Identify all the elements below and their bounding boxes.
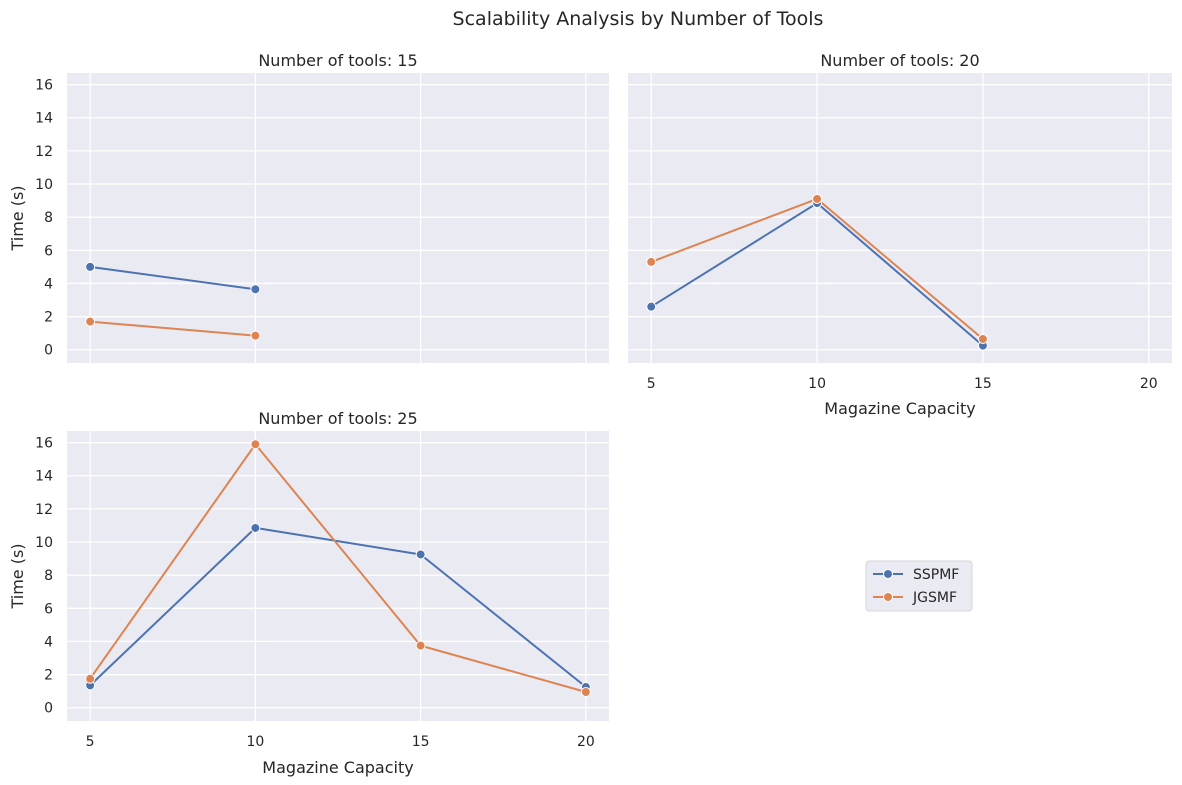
y-tick-label: 6 [44,601,53,617]
subplot-title: Number of tools: 20 [820,51,979,70]
subplot-tools-20: 5 10 15 20 Number of tools: 20 Magazine Cap… [628,51,1172,418]
data-point-jgsmf [85,673,96,684]
data-point-sspmf [85,261,96,272]
data-point-jgsmf [646,256,657,267]
data-point-jgsmf [580,687,591,697]
x-tick-label: 10 [246,734,264,750]
series-lines [89,443,587,693]
figure-suptitle: Scalability Analysis by Number of Tools [453,8,824,30]
series-line-jgsmf [89,443,587,693]
series-line-sspmf [89,526,587,688]
y-tick-label: 16 [35,78,53,94]
y-tick-label: 16 [35,436,53,452]
series-line-jgsmf [89,320,257,337]
y-tick-label: 8 [44,210,53,226]
legend-label-jgsmf: JGSMF [912,590,957,606]
subplot-title: Number of tools: 25 [258,409,417,428]
grid-lines [67,73,609,363]
x-tick-label: 10 [808,376,826,392]
subplot-tools-15: 0 2 4 6 8 10 12 14 16 Number of tools: 15 Time (… [8,51,609,363]
y-tick-label: 10 [35,177,53,193]
series-lines [89,265,257,337]
series-line-sspmf [89,265,257,291]
series-markers [85,439,591,697]
x-tick-label: 20 [577,734,595,750]
y-tick-label: 14 [35,469,53,485]
x-tick-labels: 5 10 15 20 [647,376,1158,392]
y-tick-labels: 0 2 4 6 8 10 12 14 16 [35,436,53,717]
y-tick-label: 14 [35,111,53,127]
grid-lines [67,431,609,721]
x-tick-label: 5 [86,734,95,750]
plot-area-background [67,73,609,363]
y-tick-label: 4 [44,276,53,292]
y-tick-label: 0 [44,343,53,359]
x-tick-label: 20 [1140,376,1158,392]
legend-entry-jgsmf: JGSMF [873,590,957,606]
y-tick-label: 10 [35,535,53,551]
y-tick-label: 2 [44,668,53,684]
data-point-sspmf [646,301,657,312]
subplot-title: Number of tools: 15 [258,51,417,70]
data-point-jgsmf [250,439,261,450]
x-tick-labels: 5 10 15 20 [86,734,595,750]
y-tick-label: 12 [35,502,53,518]
series-markers [85,261,261,341]
y-tick-label: 6 [44,243,53,259]
legend-marker-jgsmf [883,592,893,602]
data-point-sspmf [250,284,261,295]
grid-lines [628,73,1172,363]
data-point-jgsmf [812,193,823,204]
legend-entry-sspmf: SSPMF [873,567,959,583]
legend-marker-sspmf [883,569,893,579]
legend: SSPMF JGSMF [865,560,973,612]
y-axis-label: Time (s) [8,185,27,251]
data-point-jgsmf [250,330,261,341]
y-tick-label: 8 [44,568,53,584]
legend-label-sspmf: SSPMF [913,567,959,583]
data-point-jgsmf [415,640,426,651]
y-tick-label: 12 [35,144,53,160]
x-tick-label: 5 [647,376,656,392]
plot-area-background [628,73,1172,363]
data-point-sspmf [250,522,261,533]
data-point-jgsmf [85,316,96,327]
y-tick-label: 4 [44,634,53,650]
plot-area-background [67,431,609,721]
x-axis-label: Magazine Capacity [824,399,975,418]
y-tick-labels: 0 2 4 6 8 10 12 14 16 [35,78,53,359]
x-axis-label: Magazine Capacity [262,758,413,777]
y-tick-label: 2 [44,310,53,326]
subplot-tools-25: 0 2 4 6 8 10 12 14 16 5 10 15 20 Number of tools: 2… [8,409,609,777]
x-tick-label: 15 [974,376,992,392]
data-point-jgsmf [977,333,988,344]
y-tick-label: 0 [44,701,53,717]
data-point-sspmf [415,549,426,560]
x-tick-label: 15 [412,734,430,750]
y-axis-label: Time (s) [8,543,27,609]
series-markers [646,193,988,351]
